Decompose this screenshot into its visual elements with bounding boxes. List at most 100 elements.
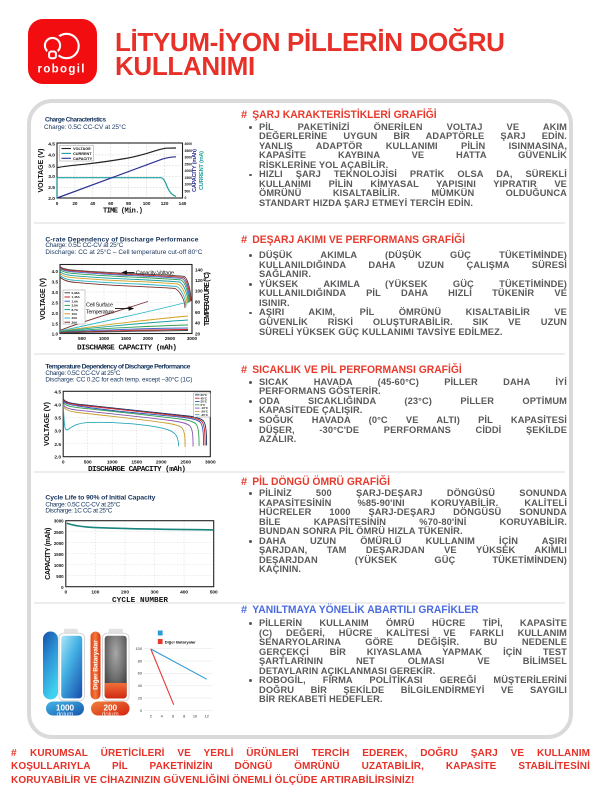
svg-text:2500: 2500 [54, 530, 64, 535]
svg-text:-10°C: -10°C [201, 406, 209, 410]
svg-text:4: 4 [161, 714, 164, 719]
svg-text:2.0: 2.0 [48, 196, 55, 202]
svg-text:2.5: 2.5 [54, 442, 61, 448]
svg-text:1500: 1500 [54, 552, 64, 557]
svg-text:Discharge: CC 0.2C for each te: Discharge: CC 0.2C for each temp. except… [45, 375, 192, 383]
svg-text:80: 80 [126, 201, 132, 206]
svg-text:Temperature: Temperature [86, 310, 114, 316]
svg-text:CURRENT: CURRENT [73, 152, 92, 156]
svg-text:140: 140 [195, 267, 203, 272]
svg-text:2.5: 2.5 [48, 185, 55, 191]
svg-text:40: 40 [138, 683, 143, 688]
svg-text:1500: 1500 [121, 336, 132, 341]
svg-text:robogil: robogil [38, 64, 85, 76]
svg-text:1000: 1000 [54, 563, 64, 568]
svg-text:-20°C: -20°C [201, 410, 209, 414]
svg-text:3,8A: 3,8A [72, 304, 79, 308]
svg-text:25°C: 25°C [201, 400, 208, 404]
svg-text:1000: 1000 [185, 183, 193, 187]
svg-text:500: 500 [78, 336, 86, 341]
svg-text:VOLTAGE (V): VOLTAGE (V) [40, 278, 47, 320]
svg-text:2.0: 2.0 [52, 311, 59, 316]
svg-text:8,7A: 8,7A [72, 308, 79, 312]
svg-text:4.5: 4.5 [48, 142, 55, 148]
svg-text:DISCHARGE CAPACITY (mAh): DISCHARGE CAPACITY (mAh) [88, 466, 186, 474]
svg-text:DISCHARGE CAPACITY (mAh): DISCHARGE CAPACITY (mAh) [77, 345, 177, 353]
svg-text:500: 500 [210, 590, 218, 596]
svg-text:400: 400 [180, 590, 188, 596]
svg-text:CYCLE NUMBER: CYCLE NUMBER [112, 597, 168, 605]
svg-text:VOLTAGE (V): VOLTAGE (V) [38, 149, 45, 193]
svg-text:Charge: 0.5C CC-CV at 25°C: Charge: 0.5C CC-CV at 25°C [45, 241, 123, 249]
svg-text:45°C: 45°C [201, 396, 208, 400]
svg-text:2500: 2500 [180, 460, 191, 466]
svg-text:2.5: 2.5 [52, 300, 59, 305]
svg-text:3000: 3000 [205, 460, 216, 466]
svg-text:Diğer Bataryalar: Diğer Bataryalar [93, 640, 100, 690]
svg-text:0: 0 [61, 585, 64, 590]
svg-text:CAPACITY (mAh): CAPACITY (mAh) [45, 528, 52, 580]
svg-text:500: 500 [56, 574, 64, 579]
svg-text:3.5: 3.5 [54, 416, 61, 422]
svg-text:10: 10 [193, 714, 198, 719]
svg-text:120: 120 [195, 278, 203, 283]
svg-text:Discharge: CC at 25°C – Cell t: Discharge: CC at 25°C – Cell temperature… [45, 248, 202, 256]
svg-text:100: 100 [143, 201, 151, 206]
svg-text:200: 200 [103, 703, 117, 712]
svg-text:1.5: 1.5 [52, 321, 59, 326]
svg-text:3000: 3000 [185, 156, 193, 160]
svg-text:3.0: 3.0 [52, 290, 59, 295]
svg-text:1000: 1000 [56, 703, 75, 712]
svg-text:Capacity-Voltage: Capacity-Voltage [136, 271, 174, 277]
svg-text:20: 20 [72, 201, 78, 206]
svg-text:Charge: 0.5C CC-CV at 25°C: Charge: 0.5C CC-CV at 25°C [45, 369, 120, 377]
svg-text:Diğer Bataryalar: Diğer Bataryalar [165, 640, 196, 645]
svg-text:4000: 4000 [185, 142, 193, 146]
svg-text:2: 2 [150, 714, 152, 719]
svg-text:60: 60 [195, 310, 201, 315]
svg-text:Discharge: 1C CC at 25°C: Discharge: 1C CC at 25°C [45, 507, 112, 515]
svg-text:500: 500 [185, 189, 191, 193]
svg-text:Temperature Dependency of Disc: Temperature Dependency of Discharge Perf… [45, 364, 190, 371]
svg-text:2000: 2000 [185, 169, 193, 173]
svg-text:20: 20 [138, 695, 143, 700]
svg-text:3500: 3500 [185, 149, 193, 153]
svg-text:1,9A: 1,9A [72, 299, 79, 303]
svg-text:VOLTAGE (V): VOLTAGE (V) [42, 401, 51, 446]
svg-text:300: 300 [150, 590, 158, 596]
svg-text:2000: 2000 [54, 541, 64, 546]
svg-text:1.0: 1.0 [52, 332, 59, 337]
svg-text:TEMPERATURE (°C): TEMPERATURE (°C) [203, 272, 211, 326]
svg-text:Cell Surface: Cell Surface [86, 303, 113, 309]
svg-text:100: 100 [136, 646, 143, 651]
svg-text:6: 6 [172, 714, 174, 719]
svg-text:500: 500 [84, 460, 92, 466]
svg-text:2000: 2000 [143, 336, 154, 341]
svg-text:100: 100 [91, 590, 99, 596]
svg-text:TIME (Min.): TIME (Min.) [103, 208, 143, 216]
svg-text:40: 40 [90, 201, 96, 206]
svg-text:Cycle Life to 90% of Initial C: Cycle Life to 90% of Initial Capacity [45, 495, 155, 502]
svg-text:VOLTAGE: VOLTAGE [73, 147, 91, 151]
svg-text:120: 120 [161, 201, 169, 206]
svg-text:Charge Characteristics: Charge Characteristics [45, 116, 106, 123]
svg-text:3.5: 3.5 [48, 163, 55, 169]
svg-text:0,98A: 0,98A [72, 291, 81, 295]
svg-text:Charge: 0.5C CC-CV at 25°C: Charge: 0.5C CC-CV at 25°C [44, 123, 126, 131]
svg-text:CURRENT (mA): CURRENT (mA) [199, 151, 205, 190]
svg-text:0: 0 [56, 201, 59, 206]
svg-text:3000: 3000 [187, 336, 198, 341]
svg-text:4.0: 4.0 [54, 403, 61, 409]
svg-text:3000: 3000 [54, 519, 64, 524]
svg-text:dolum: dolum [102, 711, 119, 718]
svg-text:200: 200 [121, 590, 129, 596]
svg-text:8: 8 [183, 714, 185, 719]
svg-text:0: 0 [62, 460, 65, 466]
svg-text:-30°C: -30°C [201, 413, 209, 417]
svg-text:0: 0 [140, 708, 143, 713]
svg-text:0: 0 [185, 196, 187, 200]
svg-text:C-rate Dependency of Discharge: C-rate Dependency of Discharge Performan… [45, 236, 198, 243]
svg-text:26A: 26A [72, 320, 78, 324]
svg-text:60°C: 60°C [201, 393, 208, 397]
svg-text:2000: 2000 [156, 460, 167, 466]
